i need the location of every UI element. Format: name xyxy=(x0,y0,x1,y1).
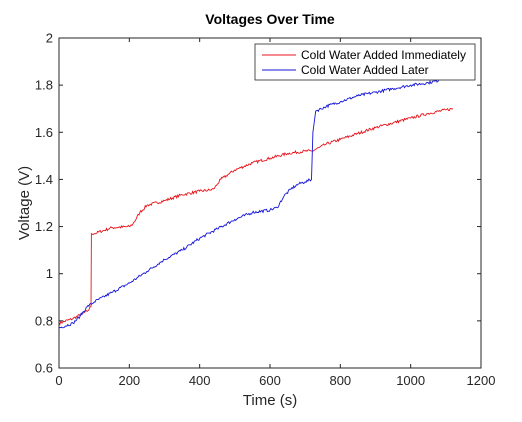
y-tick-label: 1.2 xyxy=(35,219,53,234)
legend-label-later: Cold Water Added Later xyxy=(301,63,429,77)
legend: Cold Water Added Immediately Cold Water … xyxy=(254,43,476,81)
x-axis-label: Time (s) xyxy=(243,392,297,409)
series-line-0 xyxy=(58,107,454,326)
x-axis: 0 200 400 600 800 1000 1200 xyxy=(55,38,495,388)
x-tick-label: 200 xyxy=(118,373,140,388)
x-tick-label: 600 xyxy=(259,373,281,388)
y-tick-label: 1.6 xyxy=(35,125,53,140)
x-tick-label: 800 xyxy=(329,373,351,388)
plot-frame xyxy=(58,37,482,369)
y-tick-label: 1.4 xyxy=(35,172,53,187)
y-axis-label: Voltage (V) xyxy=(16,166,33,240)
y-axis: 0.6 0.8 1 1.2 1.4 1.6 1.8 2 xyxy=(35,31,481,376)
legend-box xyxy=(254,43,476,81)
x-tick-label: 400 xyxy=(189,373,211,388)
y-tick-label: 2 xyxy=(46,31,53,46)
series-line-1 xyxy=(58,78,440,329)
y-tick-label: 0.8 xyxy=(35,313,53,328)
y-tick-label: 0.6 xyxy=(35,361,53,376)
x-tick-label: 1000 xyxy=(396,373,425,388)
x-tick-label: 1200 xyxy=(467,373,496,388)
chart-title: Voltages Over Time xyxy=(205,11,335,27)
y-tick-label: 1.8 xyxy=(35,78,53,93)
y-tick-label: 1 xyxy=(46,266,53,281)
x-tick-label: 0 xyxy=(55,373,62,388)
plot-layer xyxy=(58,78,454,329)
legend-label-immediately: Cold Water Added Immediately xyxy=(301,48,466,62)
